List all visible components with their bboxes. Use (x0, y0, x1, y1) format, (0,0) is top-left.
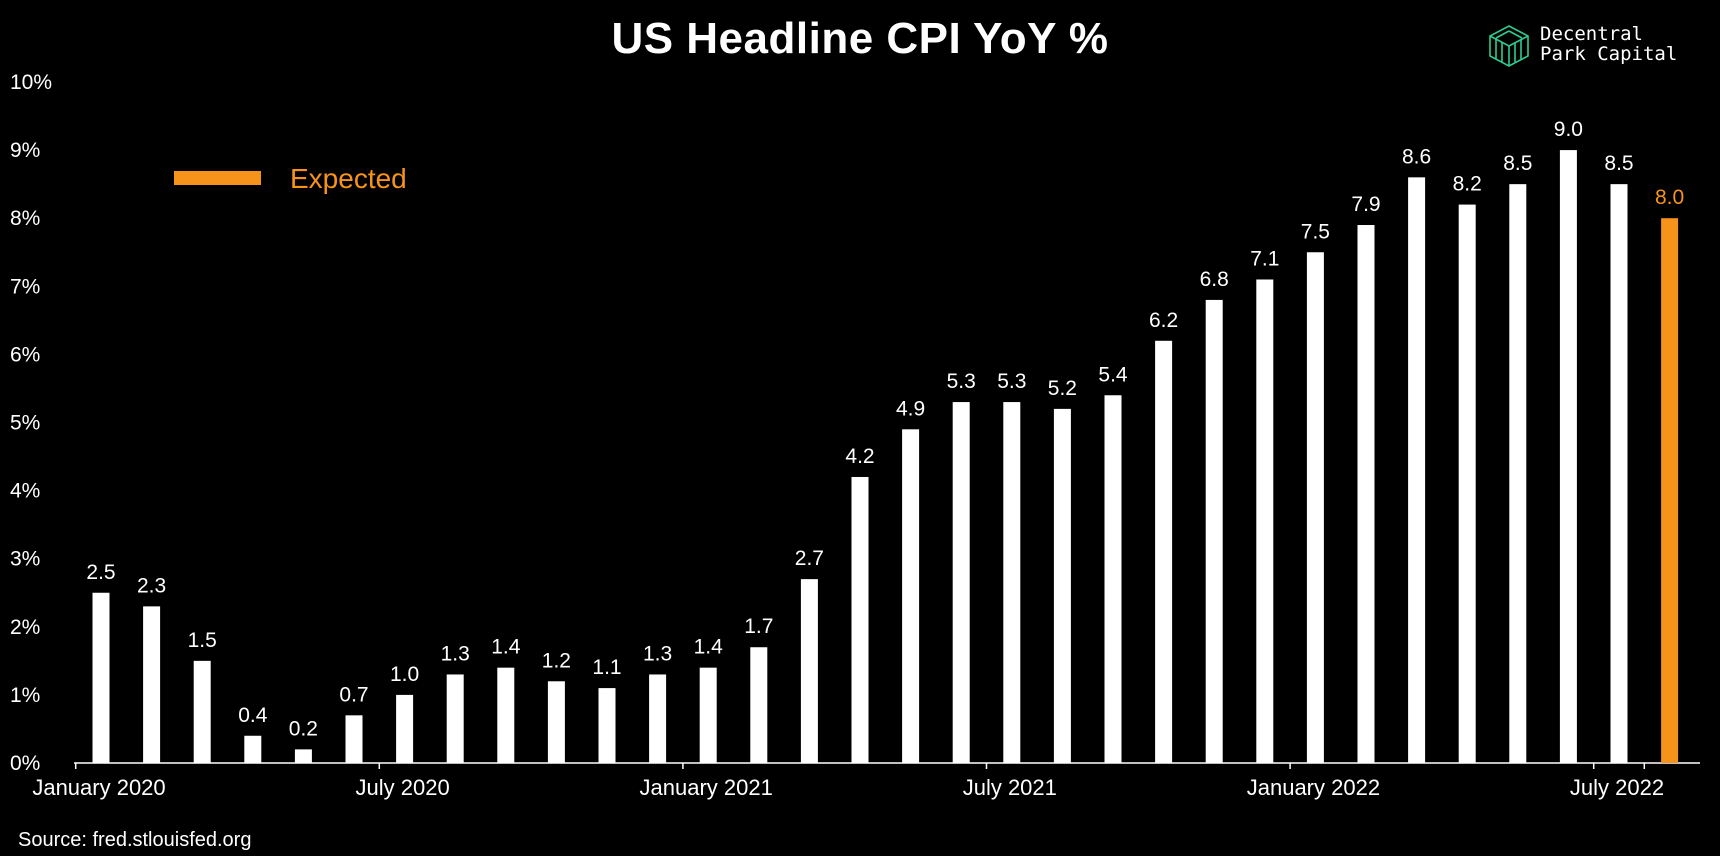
logo-line-2: Park Capital (1540, 43, 1678, 65)
data-label: 1.4 (491, 636, 521, 659)
brand-logo: Decentral Park Capital (1488, 22, 1688, 70)
cpi-bar-chart: 0% 1% 2% 3% 4% 5% 6% 7% 8% 9% 10% January 2020 July… (10, 71, 1700, 800)
legend-swatch-expected (174, 171, 261, 185)
data-label: 9.0 (1554, 118, 1583, 141)
data-label: 7.1 (1250, 247, 1279, 270)
x-axis: January 2020 July 2020 January 2021 July 20… (32, 762, 1700, 800)
bar (1003, 402, 1021, 763)
y-tick-label: 5% (10, 412, 40, 435)
bar (1458, 204, 1476, 763)
data-label: 6.2 (1149, 309, 1178, 332)
data-label: 7.5 (1301, 220, 1330, 243)
data-label: 1.3 (643, 642, 672, 665)
bar (699, 667, 717, 763)
y-tick-label: 2% (10, 616, 40, 639)
bar (1053, 408, 1071, 763)
data-label: 5.3 (997, 370, 1026, 393)
y-axis: 0% 1% 2% 3% 4% 5% 6% 7% 8% 9% 10% (10, 71, 52, 775)
legend: Expected (174, 163, 407, 194)
bar (497, 667, 515, 763)
y-tick-label: 10% (10, 71, 52, 94)
data-label: 1.4 (694, 636, 724, 659)
data-label: 1.5 (188, 629, 217, 652)
bar (396, 694, 414, 763)
data-label: 8.6 (1402, 145, 1431, 168)
cube-logo-icon (1489, 25, 1529, 67)
bar (1357, 225, 1375, 763)
bar (193, 660, 211, 763)
data-label: 1.7 (744, 615, 773, 638)
y-tick-label: 3% (10, 548, 40, 571)
data-label: 8.5 (1604, 152, 1633, 175)
data-label: 1.2 (542, 649, 571, 672)
bar (598, 688, 616, 763)
data-label: 8.5 (1503, 152, 1532, 175)
bar (1306, 252, 1324, 763)
x-tick-label: July 2022 (1570, 775, 1664, 800)
data-label: 4.9 (896, 397, 925, 420)
expected-bar (1661, 218, 1679, 763)
x-tick-label: January 2020 (32, 775, 165, 800)
y-tick-label: 1% (10, 684, 40, 707)
bar (92, 592, 110, 763)
expected-data-label: 8.0 (1655, 186, 1684, 209)
data-label: 5.2 (1048, 377, 1077, 400)
bar (1509, 184, 1527, 763)
bar (1205, 299, 1223, 763)
bar-series (92, 150, 1679, 764)
bar (244, 735, 262, 763)
data-label: 1.3 (441, 642, 470, 665)
bar (1408, 177, 1426, 764)
source-note: Source: fred.stlouisfed.org (18, 829, 252, 851)
data-label: 1.0 (390, 663, 419, 686)
bar (952, 402, 970, 763)
bar (649, 674, 667, 763)
chart-title: US Headline CPI YoY % (611, 14, 1109, 63)
data-label: 2.3 (137, 574, 166, 597)
bar (902, 429, 920, 763)
bar (446, 674, 464, 763)
data-label: 6.8 (1200, 268, 1229, 291)
data-label: 1.1 (592, 656, 621, 679)
bar (1104, 395, 1122, 763)
bar (294, 749, 312, 763)
y-tick-label: 4% (10, 480, 40, 503)
x-tick-label: January 2021 (640, 775, 773, 800)
bar (800, 579, 818, 763)
x-tick-label: July 2021 (963, 775, 1057, 800)
bar (547, 681, 565, 763)
y-tick-label: 9% (10, 139, 40, 162)
bar (1256, 279, 1274, 763)
bar (851, 476, 869, 763)
bar (1559, 150, 1577, 764)
data-label: 0.7 (339, 683, 368, 706)
data-label: 0.4 (238, 704, 268, 727)
data-label: 2.7 (795, 547, 824, 570)
data-label: 8.2 (1453, 173, 1482, 196)
data-label: 0.2 (289, 717, 318, 740)
y-tick-label: 7% (10, 275, 40, 298)
logo-line-1: Decentral (1540, 23, 1643, 45)
data-label: 7.9 (1351, 193, 1380, 216)
y-tick-label: 0% (10, 752, 40, 775)
bar (750, 647, 768, 763)
data-labels: 2.5 2.3 1.5 0.4 0.2 0.7 1.0 1.3 1.4 1.2 1.1 1.3 1.4 1… (86, 118, 1684, 740)
data-label: 4.2 (845, 445, 874, 468)
y-tick-label: 6% (10, 343, 40, 366)
x-tick-label: January 2022 (1247, 775, 1380, 800)
data-label: 5.4 (1098, 363, 1128, 386)
legend-label-expected: Expected (290, 163, 407, 194)
x-tick-label: July 2020 (356, 775, 450, 800)
data-label: 5.3 (947, 370, 976, 393)
bar (345, 715, 363, 763)
bar (1610, 184, 1628, 763)
y-tick-label: 8% (10, 207, 40, 230)
bar (1155, 340, 1173, 763)
bar (143, 606, 161, 763)
data-label: 2.5 (86, 561, 115, 584)
